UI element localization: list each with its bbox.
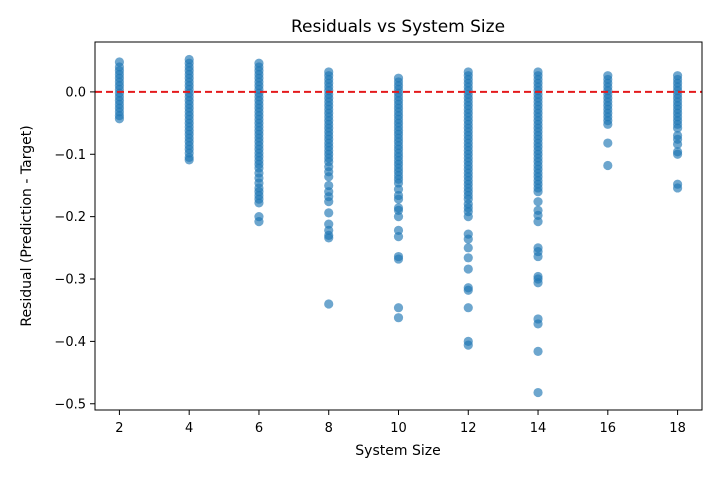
y-tick-label: −0.3 (54, 273, 86, 288)
data-point (603, 160, 613, 171)
data-point (672, 139, 683, 149)
data-point (672, 149, 683, 159)
data-point (393, 232, 404, 242)
data-point (463, 285, 473, 295)
data-point (324, 172, 334, 182)
data-point (254, 217, 264, 227)
data-point (463, 340, 473, 350)
y-tick-label: −0.1 (54, 148, 86, 163)
data-point (672, 123, 683, 133)
y-axis-label: Residual (Prediction - Target) (19, 125, 35, 326)
data-point (672, 183, 683, 193)
data-point (393, 313, 404, 323)
x-tick-label: 6 (255, 421, 263, 436)
y-tick-label: −0.2 (54, 210, 86, 225)
data-point (254, 198, 264, 208)
data-point (463, 234, 473, 244)
data-point (393, 194, 404, 204)
data-point (393, 254, 404, 264)
y-tick-label: 0.0 (65, 85, 86, 100)
data-point (533, 251, 543, 262)
x-tick-label: 2 (115, 421, 123, 436)
data-point (463, 303, 473, 313)
x-axis-ticks: 2 4 6 8 10 12 14 16 18 (115, 410, 686, 436)
data-point (324, 208, 334, 218)
x-tick-label: 16 (600, 421, 617, 436)
data-point (463, 243, 473, 253)
x-tick-label: 10 (390, 421, 407, 436)
x-tick-label: 18 (669, 421, 686, 436)
data-point (114, 114, 125, 124)
data-point (533, 217, 543, 227)
x-tick-label: 12 (460, 421, 477, 436)
data-point (463, 264, 473, 274)
data-point (533, 197, 543, 207)
points-layer (114, 54, 683, 398)
data-point (463, 253, 473, 263)
data-point (463, 212, 473, 222)
data-point (393, 303, 404, 313)
data-point (533, 387, 543, 398)
y-axis-ticks: 0.0 −0.1 −0.2 −0.3 −0.4 −0.5 (54, 85, 95, 412)
data-point (324, 197, 334, 207)
x-tick-label: 8 (325, 421, 333, 436)
data-point (184, 155, 194, 165)
x-tick-label: 14 (530, 421, 547, 436)
data-point (324, 299, 334, 309)
data-point (533, 278, 543, 288)
x-tick-label: 4 (185, 421, 193, 436)
x-axis-label: System Size (355, 443, 440, 459)
data-point (533, 346, 543, 356)
data-point (393, 212, 404, 222)
data-point (533, 319, 543, 329)
data-point (603, 138, 613, 148)
data-point (533, 187, 543, 197)
chart-title: Residuals vs System Size (291, 17, 505, 37)
data-point (324, 233, 334, 243)
y-tick-label: −0.5 (54, 397, 86, 412)
data-point (603, 119, 613, 129)
y-tick-label: −0.4 (54, 335, 86, 350)
